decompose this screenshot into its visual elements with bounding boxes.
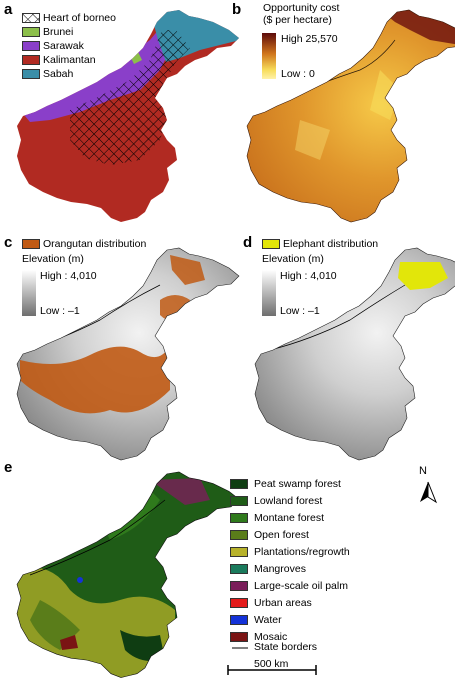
legend-label: Mangroves — [254, 563, 306, 575]
legend-label: Peat swamp forest — [254, 478, 341, 490]
panel-d-map — [254, 247, 455, 461]
elevation-title-c: Elevation (m) — [22, 253, 84, 265]
legend-swatch-kalimantan — [22, 55, 40, 65]
cost-low-label: Low : 0 — [281, 68, 315, 80]
legend-label: Brunei — [43, 26, 74, 38]
legend-swatch-elephant — [262, 239, 280, 249]
panel-letter-c: c — [4, 234, 13, 251]
panel-letter-e: e — [4, 459, 13, 476]
north-label: N — [419, 465, 427, 477]
cost-title-line2: ($ per hectare) — [263, 14, 332, 26]
cost-title-line1: Opportunity cost — [263, 2, 340, 14]
legend-label: Large-scale oil palm — [254, 580, 348, 592]
legend-label: Sabah — [43, 68, 74, 80]
legend-label: Sarawak — [43, 40, 84, 52]
elevation-gradient-bar-d — [262, 270, 276, 316]
legend-label: Open forest — [254, 529, 309, 541]
legend-swatch-plantations — [230, 547, 248, 557]
legend-swatch-water — [230, 615, 248, 625]
panel-letter-b: b — [232, 1, 242, 18]
panel-letter-d: d — [243, 234, 253, 251]
legend-swatch-lowland — [230, 496, 248, 506]
scale-bar-label: 500 km — [254, 658, 289, 670]
legend-swatch-montane — [230, 513, 248, 523]
elevation-gradient-bar-c — [22, 270, 36, 316]
legend-swatch-oil-palm — [230, 581, 248, 591]
legend-swatch-brunei — [22, 27, 40, 37]
panel-c-map — [16, 247, 240, 461]
cost-high-label: High 25,570 — [281, 33, 338, 45]
legend-swatch-mosaic — [230, 632, 248, 642]
legend-label: Plantations/regrowth — [254, 546, 350, 558]
elevation-low-d: Low : –1 — [280, 305, 320, 317]
panel-e-map — [16, 471, 240, 679]
legend-swatch-open-forest — [230, 530, 248, 540]
orangutan-label: Orangutan distribution — [43, 238, 147, 250]
scale-bar — [227, 665, 317, 675]
elephant-label: Elephant distribution — [283, 238, 379, 250]
opportunity-cost-surface — [247, 10, 455, 222]
orangutan-range-south — [20, 345, 170, 414]
legend-label: Urban areas — [254, 597, 312, 609]
legend-swatch-sarawak — [22, 41, 40, 51]
legend-swatch-sabah — [22, 69, 40, 79]
orangutan-range-north — [160, 295, 190, 322]
legend-swatch-peat-swamp — [230, 479, 248, 489]
elevation-high-d: High : 4,010 — [280, 270, 337, 282]
legend-label: Water — [254, 614, 282, 626]
cost-gradient-bar — [262, 33, 276, 79]
legend-label: Montane forest — [254, 512, 325, 524]
heart-of-borneo-area — [70, 30, 190, 165]
orangutan-range-sabah — [170, 255, 205, 285]
legend-swatch-orangutan — [22, 239, 40, 249]
elephant-range — [398, 262, 448, 290]
legend-swatch-heart-of-borneo — [22, 13, 40, 23]
panel-letter-a: a — [4, 1, 13, 18]
north-arrow — [420, 481, 438, 504]
state-borders-label: State borders — [254, 641, 318, 653]
legend-swatch-urban — [230, 598, 248, 608]
elevation-title-d: Elevation (m) — [262, 253, 324, 265]
elevation-high-c: High : 4,010 — [40, 270, 97, 282]
panel-b-map — [246, 9, 455, 223]
legend-label: Kalimantan — [43, 54, 96, 66]
legend-label: Mosaic — [254, 631, 288, 643]
legend-label: Lowland forest — [254, 495, 323, 507]
legend-swatch-mangroves — [230, 564, 248, 574]
legend-label: Heart of borneo — [43, 12, 116, 24]
elevation-low-c: Low : –1 — [40, 305, 80, 317]
